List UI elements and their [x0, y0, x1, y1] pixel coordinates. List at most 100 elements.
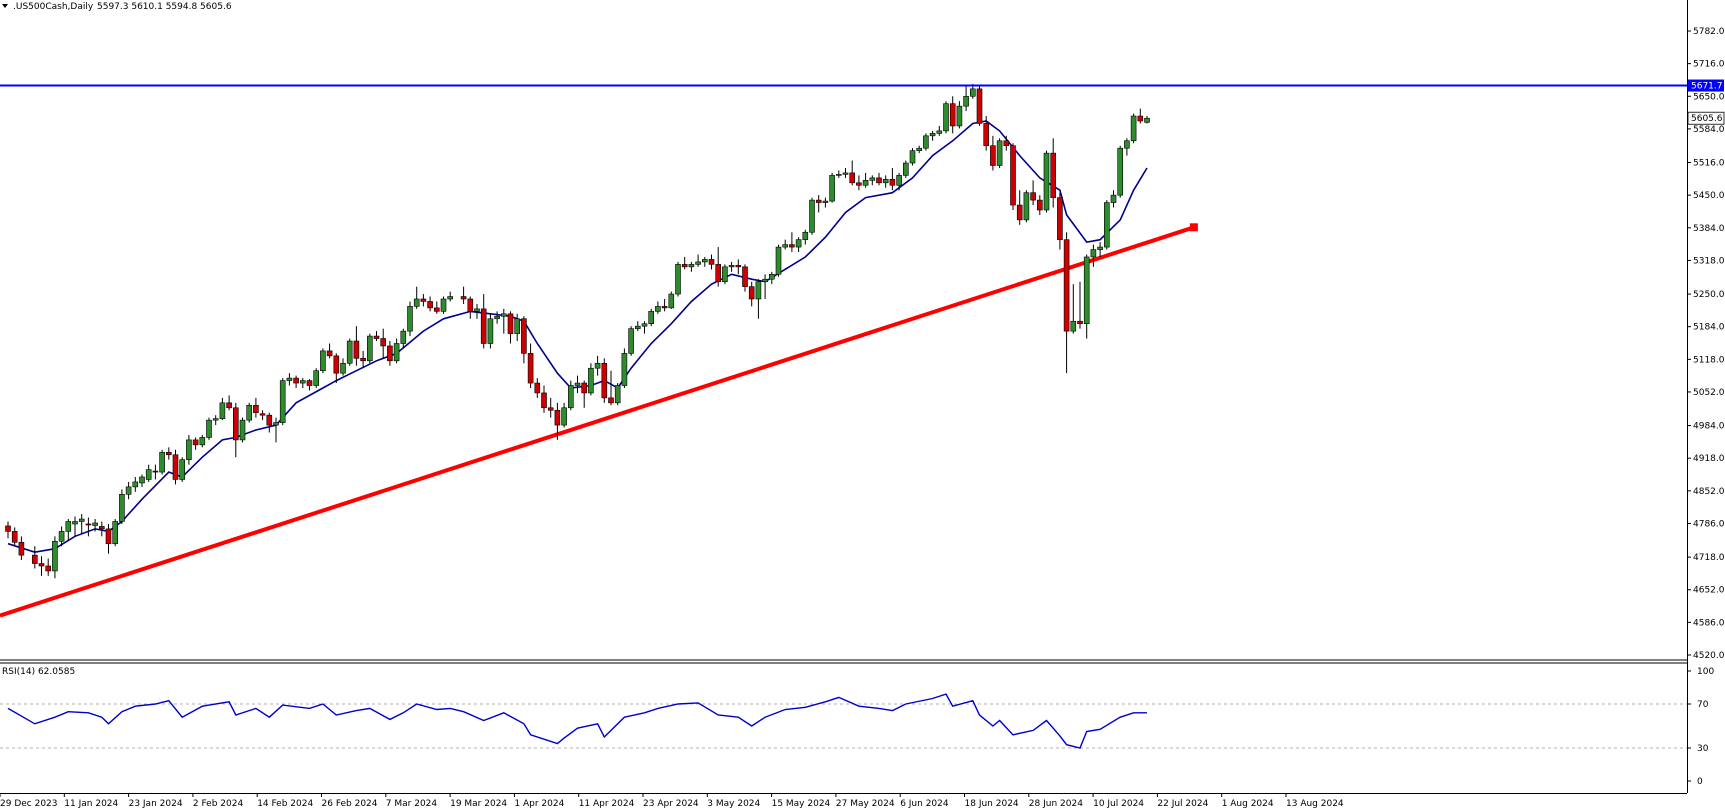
- candle-body: [735, 265, 742, 268]
- candle: [393, 338, 400, 364]
- candle: [641, 321, 648, 334]
- candle: [768, 271, 775, 285]
- candle: [762, 274, 768, 299]
- candle: [474, 303, 480, 319]
- candle: [916, 145, 923, 154]
- candle: [360, 350, 366, 369]
- candle-body: [92, 522, 98, 526]
- candle: [346, 338, 353, 366]
- candle-body: [366, 335, 373, 362]
- candle-body: [996, 140, 1003, 166]
- candle: [923, 133, 929, 151]
- candle: [286, 373, 293, 386]
- candle-body: [849, 172, 856, 184]
- candle-body: [748, 286, 755, 300]
- candle-body: [534, 382, 541, 394]
- candle-body: [266, 414, 273, 426]
- candle-body: [45, 565, 52, 572]
- candle: [212, 415, 219, 426]
- candle: [862, 172, 869, 188]
- y-tick-label: 5584.0: [1693, 125, 1725, 135]
- candle-body: [1023, 192, 1030, 221]
- candle: [822, 197, 829, 208]
- candle-body: [896, 175, 902, 186]
- candle: [413, 286, 420, 309]
- candle: [909, 148, 916, 166]
- candle: [661, 298, 668, 312]
- candle-body: [166, 451, 172, 456]
- candle-body: [815, 199, 822, 203]
- candle: [889, 167, 896, 191]
- candle: [789, 232, 795, 253]
- candle: [500, 308, 507, 334]
- candle-body: [608, 397, 614, 404]
- candle: [1097, 242, 1103, 257]
- candle-body: [85, 523, 92, 526]
- candle-body: [99, 526, 105, 530]
- candle: [990, 135, 996, 171]
- candle-body: [145, 469, 152, 480]
- candle-body: [634, 325, 641, 329]
- candle: [701, 256, 708, 267]
- trendline-handle[interactable]: [1189, 223, 1198, 232]
- candle: [882, 175, 889, 188]
- candle-body: [253, 405, 259, 414]
- x-tick-label: 11 Apr 2024: [579, 799, 635, 809]
- candle: [78, 514, 85, 534]
- rsi-label: RSI(14) 62.0585: [2, 667, 75, 677]
- candle: [246, 402, 252, 423]
- candle-body: [159, 451, 165, 473]
- candle-body: [219, 402, 226, 419]
- candle-body: [554, 409, 561, 426]
- candle: [373, 331, 380, 342]
- candle: [628, 326, 634, 356]
- candle-body: [460, 296, 467, 300]
- candle: [949, 96, 956, 134]
- candle-body: [963, 95, 969, 107]
- candle: [480, 294, 487, 349]
- candle: [681, 256, 688, 270]
- chart-header: .US500Cash,Daily 5597.3 5610.1 5594.8 56…: [2, 2, 232, 12]
- candle: [869, 175, 876, 186]
- y-tick-label: 5450.0: [1693, 191, 1725, 201]
- candle: [206, 417, 212, 440]
- candle: [1037, 195, 1043, 215]
- candle: [460, 286, 467, 304]
- rsi-layer: [0, 693, 1687, 749]
- resistance-price-tag: [1688, 79, 1724, 92]
- candle: [219, 397, 226, 421]
- candle: [380, 328, 387, 359]
- current-price-tag: [1687, 111, 1725, 125]
- y-tick-label: 4852.0: [1693, 487, 1725, 497]
- moving-average-line: [7, 120, 1148, 554]
- candle-body: [802, 231, 809, 240]
- candle-body: [601, 362, 608, 399]
- candle-body: [768, 273, 775, 280]
- rsi-tick-label: 0: [1697, 777, 1703, 787]
- candle-body: [78, 518, 85, 522]
- candle: [594, 355, 601, 376]
- candle: [688, 261, 695, 272]
- y-tick-label: 5716.0: [1693, 60, 1725, 70]
- candle-body: [427, 301, 433, 309]
- x-tick-label: 3 May 2024: [707, 799, 760, 809]
- candle-body: [842, 172, 849, 175]
- resistance-price-label: 5671.7: [1691, 82, 1723, 92]
- candle: [1070, 284, 1077, 334]
- y-tick-label: 5516.0: [1693, 159, 1725, 169]
- candle-body: [708, 259, 715, 265]
- candle: [1110, 190, 1117, 208]
- y-tick-label: 5782.0: [1693, 27, 1725, 37]
- candle-body: [420, 298, 427, 302]
- collapse-triangle-icon[interactable]: [2, 4, 8, 8]
- candle: [45, 558, 52, 576]
- candle-body: [333, 355, 340, 374]
- candle: [809, 197, 815, 235]
- candle-body: [561, 407, 567, 426]
- candle-body: [380, 338, 387, 347]
- candle-body: [360, 358, 366, 362]
- ascending-trendline[interactable]: [0, 225, 1195, 618]
- candle-body: [742, 266, 748, 287]
- candle: [447, 291, 454, 302]
